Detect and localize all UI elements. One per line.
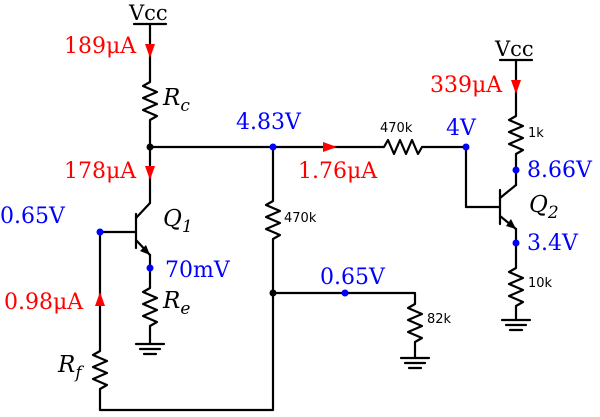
voltage-divider-label: 0.65V — [320, 265, 386, 290]
rf-label: Rf — [57, 352, 84, 383]
current-rc-label: 189μA — [64, 34, 137, 59]
node-q1-base-dot — [96, 228, 104, 236]
vcc-right-label: Vcc — [494, 37, 534, 61]
resistor-re — [141, 282, 159, 336]
voltage-q1-collector-label: 4.83V — [236, 110, 302, 135]
voltage-q1-emitter-label: 70mV — [165, 258, 231, 283]
resistor-1k — [507, 110, 525, 160]
node-divider-junction — [269, 289, 277, 297]
q1-label: Q1 — [163, 206, 193, 237]
resistor-470k-shunt — [264, 195, 282, 246]
vcc-left-label: Vcc — [128, 1, 168, 25]
r-1k-label: 1k — [528, 126, 544, 141]
node-q2-emitter-dot — [512, 239, 520, 247]
r-82k-label: 82k — [427, 312, 452, 327]
node-q2-base-dot — [462, 143, 470, 151]
r-470k-shunt-label: 470k — [284, 211, 317, 226]
voltage-q2-base-label: 4V — [446, 116, 477, 141]
rc-label: Rc — [162, 85, 190, 116]
node-divider-dot — [341, 289, 349, 297]
resistor-rc — [141, 74, 159, 128]
q2-label: Q2 — [529, 192, 559, 223]
node-q1-emitter-dot — [146, 264, 154, 272]
voltage-q2-collector-label: 8.66V — [527, 158, 593, 183]
resistor-rf — [91, 345, 109, 410]
current-q1-collector-label: 178μA — [64, 159, 137, 184]
ground-re — [134, 334, 166, 356]
arrow-rc-current — [145, 44, 155, 58]
ground-82k — [399, 348, 431, 370]
voltage-q2-emitter-label: 3.4V — [527, 231, 579, 256]
transistor-q2 — [498, 183, 518, 231]
arrow-rf-current — [95, 292, 105, 306]
ground-10k — [500, 312, 532, 332]
resistor-82k — [406, 298, 424, 350]
arrow-q2-collector-current — [511, 80, 521, 94]
re-label: Re — [162, 288, 190, 319]
current-q2-collector-label: 339μA — [430, 73, 503, 98]
arrow-series-current — [323, 142, 337, 152]
arrow-q1-collector-current — [145, 166, 155, 180]
resistor-470k-series — [378, 138, 428, 156]
r-10k-label: 10k — [528, 276, 553, 291]
node-q2-collector-dot — [512, 166, 520, 174]
current-series-label: 1.76μA — [298, 159, 378, 184]
resistor-10k — [507, 262, 525, 314]
node-collector-voltage-dot — [269, 143, 277, 151]
current-rf-label: 0.98μA — [4, 290, 84, 315]
voltage-q1-base-label: 0.65V — [0, 204, 66, 229]
node-q1-collector-junction — [146, 143, 154, 151]
transistor-q1 — [98, 201, 152, 257]
r-470k-series-label: 470k — [380, 121, 413, 136]
